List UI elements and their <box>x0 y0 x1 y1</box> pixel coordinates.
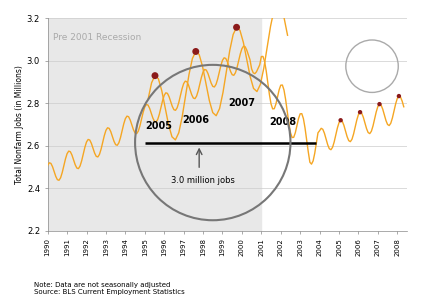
Point <box>395 94 402 98</box>
Point <box>151 73 158 78</box>
Point <box>337 118 344 123</box>
Point <box>376 102 383 106</box>
Text: 3.0 million jobs: 3.0 million jobs <box>171 176 235 185</box>
Y-axis label: Total Nonfarm Jobs (in Millions): Total Nonfarm Jobs (in Millions) <box>15 65 24 184</box>
Text: 2008: 2008 <box>269 117 296 127</box>
Text: Note: Data are not seasonally adjusted
Source: BLS Current Employment Statistics: Note: Data are not seasonally adjusted S… <box>34 282 184 295</box>
Text: 2007: 2007 <box>228 97 255 108</box>
Text: 2005: 2005 <box>145 121 172 131</box>
Text: Pre 2001 Recession: Pre 2001 Recession <box>54 33 142 42</box>
Point <box>192 49 199 54</box>
Point <box>274 1 281 5</box>
Point <box>357 110 363 114</box>
Point <box>233 25 240 30</box>
Bar <box>28 18 261 231</box>
Text: 2006: 2006 <box>182 114 209 125</box>
